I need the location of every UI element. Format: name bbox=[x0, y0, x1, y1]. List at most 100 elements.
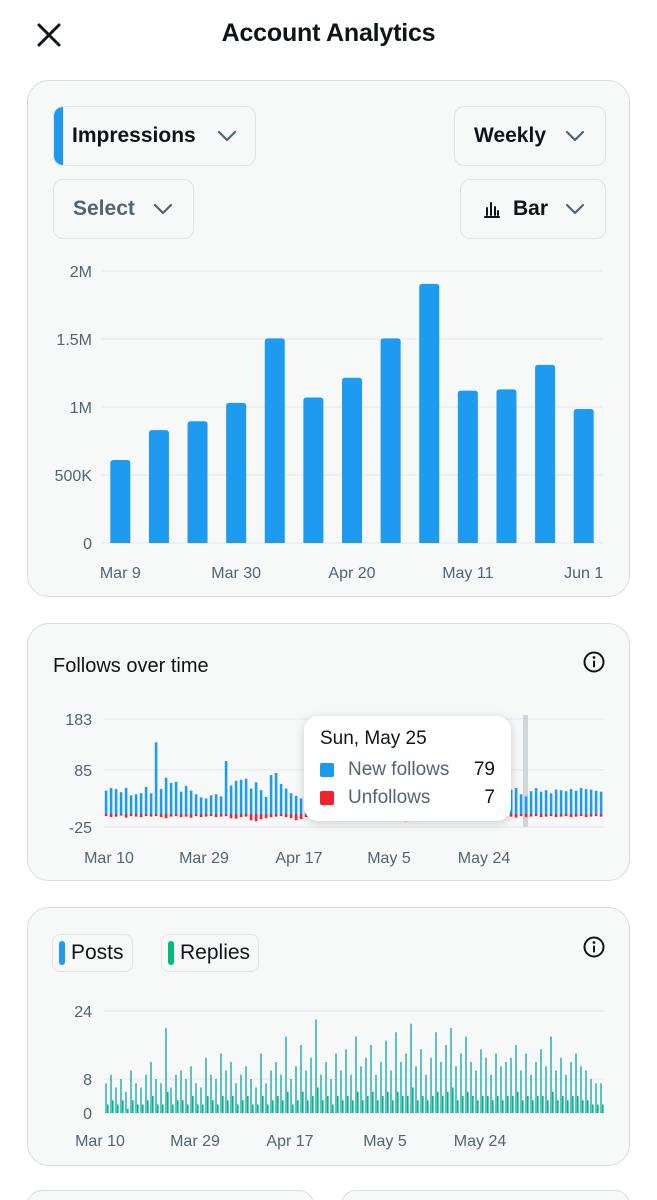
close-button[interactable] bbox=[30, 16, 68, 54]
posts-bar bbox=[230, 1062, 232, 1113]
replies-bar bbox=[412, 1087, 414, 1113]
posts-bar bbox=[195, 1083, 197, 1113]
posts-card: Posts Replies 0 8 24 Mar 10 Mar 29 Apr 17 May… bbox=[27, 907, 630, 1166]
replies-bar bbox=[252, 1104, 254, 1113]
replies-bar bbox=[342, 1100, 344, 1113]
x-tick-label: May 24 bbox=[454, 1133, 507, 1150]
new-follows-bar bbox=[519, 794, 523, 815]
posts-bar bbox=[545, 1066, 547, 1113]
unfollows-bar bbox=[169, 814, 173, 817]
y-tick-label: 85 bbox=[74, 763, 92, 780]
unfollows-bar bbox=[529, 814, 533, 817]
posts-bar bbox=[525, 1053, 527, 1113]
unfollows-bar bbox=[249, 814, 253, 821]
y-tick-label: 0 bbox=[83, 1106, 92, 1123]
new-follows-bar bbox=[284, 788, 288, 815]
posts-bar bbox=[110, 1074, 112, 1113]
unfollows-bar bbox=[574, 814, 578, 817]
posts-bar bbox=[325, 1062, 327, 1113]
replies-bar bbox=[502, 1100, 504, 1113]
legend-replies-label: Replies bbox=[180, 941, 251, 964]
new-follows-bar bbox=[154, 742, 158, 815]
posts-bar bbox=[485, 1057, 487, 1113]
replies-bar bbox=[417, 1100, 419, 1113]
posts-bar bbox=[445, 1045, 447, 1113]
replies-bar bbox=[107, 1104, 109, 1113]
legend-replies[interactable]: Replies bbox=[161, 934, 260, 972]
replies-bar bbox=[277, 1096, 279, 1113]
legend-posts[interactable]: Posts bbox=[52, 934, 133, 972]
x-tick-label: Jun 1 bbox=[564, 565, 603, 582]
replies-bar bbox=[272, 1100, 274, 1113]
chevron-down-icon bbox=[565, 130, 585, 142]
posts-bar bbox=[435, 1032, 437, 1113]
replies-bar bbox=[197, 1104, 199, 1113]
posts-bar bbox=[185, 1079, 187, 1113]
chevron-down-icon bbox=[217, 130, 237, 142]
x-tick-label: May 11 bbox=[442, 565, 493, 582]
new-follows-bar bbox=[569, 789, 573, 815]
y-tick-label: 2M bbox=[70, 264, 92, 281]
posts-bar bbox=[555, 1070, 557, 1113]
impressions-bar bbox=[342, 377, 362, 543]
new-follows-bar bbox=[189, 790, 193, 815]
posts-bar bbox=[360, 1066, 362, 1113]
chart-type-dropdown[interactable]: Bar bbox=[460, 179, 606, 239]
unfollows-bar bbox=[544, 814, 548, 817]
replies-bar bbox=[267, 1104, 269, 1113]
replies-bar bbox=[477, 1100, 479, 1113]
new-follows-bar bbox=[229, 785, 233, 815]
y-tick-label: 500K bbox=[55, 468, 93, 485]
x-tick-label: Mar 10 bbox=[84, 850, 134, 867]
posts-bar bbox=[590, 1079, 592, 1113]
unfollows-bar bbox=[509, 814, 513, 817]
new-follows-bar bbox=[574, 790, 578, 815]
replies-bar bbox=[572, 1096, 574, 1113]
new-follows-bar bbox=[239, 779, 243, 815]
info-icon[interactable] bbox=[582, 935, 606, 959]
replies-bar bbox=[347, 1096, 349, 1113]
unfollows-bar bbox=[554, 814, 558, 818]
impressions-bar bbox=[148, 430, 169, 543]
info-icon[interactable] bbox=[582, 650, 606, 674]
next-card-left bbox=[27, 1190, 314, 1200]
unfollows-bar bbox=[204, 814, 208, 817]
new-follows-bar bbox=[259, 790, 263, 815]
unfollows-bar bbox=[284, 814, 288, 818]
x-tick-label: Apr 17 bbox=[266, 1133, 313, 1150]
replies-bar bbox=[112, 1100, 114, 1113]
replies-bar bbox=[432, 1096, 434, 1113]
x-tick-label: May 24 bbox=[458, 850, 511, 867]
replies-bar bbox=[152, 1096, 154, 1113]
unfollows-bar bbox=[294, 814, 298, 821]
new-follows-bar bbox=[199, 797, 203, 815]
unfollows-bar bbox=[594, 814, 598, 817]
new-follows-bar bbox=[549, 793, 553, 815]
unfollows-bar bbox=[184, 814, 188, 817]
replies-bar bbox=[292, 1104, 294, 1113]
unfollows-bar bbox=[159, 814, 163, 818]
new-follows-bar bbox=[289, 793, 293, 815]
follows-tooltip: Sun, May 25 New follows 79 Unfollows 7 bbox=[304, 716, 511, 821]
new-follows-bar bbox=[514, 788, 518, 815]
new-follows-bar bbox=[589, 789, 593, 815]
period-dropdown[interactable]: Weekly bbox=[454, 106, 606, 166]
replies-bar bbox=[232, 1096, 234, 1113]
new-follows-bar bbox=[559, 790, 563, 815]
replies-bar bbox=[367, 1096, 369, 1113]
unfollows-bar bbox=[149, 814, 153, 817]
compare-select-dropdown[interactable]: Select bbox=[53, 179, 194, 239]
replies-bar bbox=[577, 1096, 579, 1113]
replies-bar bbox=[372, 1091, 374, 1113]
chevron-down-icon bbox=[565, 203, 585, 215]
y-tick-label: 1M bbox=[70, 400, 92, 417]
new-follows-bar bbox=[539, 791, 543, 815]
metric-dropdown[interactable]: Impressions bbox=[53, 106, 256, 166]
new-follows-bar bbox=[554, 789, 558, 815]
unfollows-swatch bbox=[320, 791, 334, 805]
unfollows-bar bbox=[119, 814, 123, 816]
replies-bar bbox=[462, 1096, 464, 1113]
new-follows-bar bbox=[144, 787, 148, 815]
impressions-bar bbox=[303, 397, 324, 543]
posts-bar bbox=[210, 1074, 212, 1113]
